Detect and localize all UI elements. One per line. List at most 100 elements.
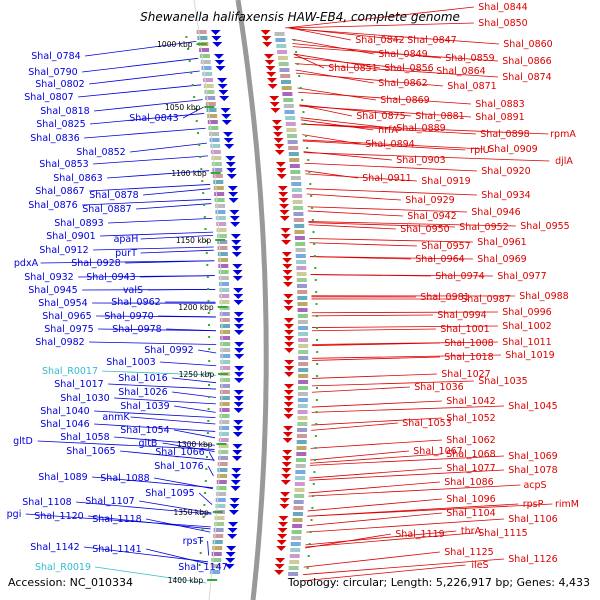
gene-label[interactable]: Shal_1062 <box>446 435 495 446</box>
gene-label[interactable]: Shal_0894 <box>365 139 414 150</box>
gene-label[interactable]: Shal_1108 <box>22 497 71 508</box>
gene-label[interactable]: Shal_0974 <box>435 271 484 282</box>
gene-label[interactable]: Shal_0996 <box>502 307 551 318</box>
gene-label[interactable]: Shal_1046 <box>40 419 89 430</box>
gene-label[interactable]: Shal_0849 <box>378 49 427 60</box>
gene-label[interactable]: Shal_0977 <box>497 271 546 282</box>
gene-label[interactable]: pgi <box>7 509 22 520</box>
gene-label[interactable]: Shal_1068 <box>446 449 495 460</box>
gene-label[interactable]: Shal_1066 <box>155 447 204 458</box>
gene-label[interactable]: Shal_0898 <box>480 129 529 140</box>
gene-label[interactable]: purT <box>115 248 137 259</box>
gene-label[interactable]: Shal_0912 <box>39 245 88 256</box>
gene-label[interactable]: Shal_0825 <box>36 119 85 130</box>
gene-label[interactable]: Shal_1118 <box>92 514 141 525</box>
gene-label[interactable]: Shal_0859 <box>445 53 494 64</box>
gene-label[interactable]: Shal_1003 <box>106 357 155 368</box>
gene-label[interactable]: Shal_0807 <box>24 92 73 103</box>
gene-label[interactable]: Shal_0871 <box>447 81 496 92</box>
gene-label[interactable]: Shal_1035 <box>478 376 527 387</box>
gene-label[interactable]: Shal_0889 <box>396 123 445 134</box>
gene-label[interactable]: Shal_1078 <box>508 465 557 476</box>
gene-label[interactable]: Shal_1016 <box>118 373 167 384</box>
gene-label[interactable]: Shal_R0019 <box>35 562 91 573</box>
gene-label[interactable]: Shal_0942 <box>407 211 456 222</box>
gene-label[interactable]: gltD <box>13 436 33 447</box>
gene-label[interactable]: Shal_0893 <box>54 218 103 229</box>
gene-label[interactable]: Shal_0946 <box>471 207 520 218</box>
gene-label[interactable]: Shal_1106 <box>508 514 557 525</box>
gene-label[interactable]: Shal_0964 <box>415 254 464 265</box>
gene-label[interactable]: Shal_0881 <box>415 111 464 122</box>
gene-label[interactable]: Shal_0911 <box>362 173 411 184</box>
gene-label[interactable]: Shal_0790 <box>28 67 77 78</box>
gene-label[interactable]: Shal_0862 <box>378 78 427 89</box>
gene-label[interactable]: Shal_0844 <box>478 2 527 13</box>
gene-label[interactable]: Shal_1088 <box>100 473 149 484</box>
gene-label[interactable]: Shal_0847 <box>407 35 456 46</box>
gene-label[interactable]: Shal_0860 <box>503 39 552 50</box>
gene-label[interactable]: Shal_1039 <box>120 401 169 412</box>
gene-label[interactable]: Shal_0851 <box>328 63 377 74</box>
gene-label[interactable]: Shal_0975 <box>44 324 93 335</box>
gene-label[interactable]: rpsT <box>183 536 204 547</box>
gene-label[interactable]: Shal_1142 <box>30 542 79 553</box>
gene-label[interactable]: Shal_1011 <box>502 337 551 348</box>
gene-label[interactable]: Shal_0850 <box>478 18 527 29</box>
gene-label[interactable]: Shal_0962 <box>111 297 160 308</box>
gene-label[interactable]: Shal_1058 <box>60 432 109 443</box>
gene-label[interactable]: Shal_1095 <box>145 488 194 499</box>
gene-label[interactable]: Shal_1052 <box>446 413 495 424</box>
gene-label[interactable]: Shal_0883 <box>475 99 524 110</box>
gene-label[interactable]: Shal_0943 <box>86 272 135 283</box>
gene-label[interactable]: Shal_1017 <box>54 379 103 390</box>
gene-label[interactable]: valS <box>123 285 143 296</box>
gene-label[interactable]: Shal_1096 <box>446 494 495 505</box>
gene-label[interactable]: rpmA <box>550 129 576 140</box>
gene-label[interactable]: Shal_1067 <box>413 446 462 457</box>
gene-label[interactable]: Shal_1076 <box>154 461 203 472</box>
gene-label[interactable]: Shal_1042 <box>446 396 495 407</box>
gene-label[interactable]: Shal_1030 <box>60 393 109 404</box>
gene-label[interactable]: Shal_0988 <box>519 291 568 302</box>
gene-label[interactable]: Shal_0901 <box>46 231 95 242</box>
gene-label[interactable]: Shal_1036 <box>414 382 463 393</box>
gene-label[interactable]: Shal_0987 <box>461 294 510 305</box>
gene-label[interactable]: Shal_0856 <box>384 63 433 74</box>
gene-label[interactable]: rpsP <box>523 499 544 510</box>
gene-label[interactable]: Shal_0843 <box>129 113 178 124</box>
gene-label[interactable]: Shal_0853 <box>39 159 88 170</box>
gene-label[interactable]: thrA <box>461 526 482 537</box>
gene-label[interactable]: Shal_0903 <box>396 155 445 166</box>
gene-label[interactable]: Shal_1018 <box>444 352 493 363</box>
gene-label[interactable]: Shal_0945 <box>28 285 77 296</box>
gene-label[interactable]: Shal_1077 <box>446 463 495 474</box>
gene-label[interactable]: Shal_1107 <box>85 496 134 507</box>
gene-label[interactable]: Shal_1026 <box>118 387 167 398</box>
gene-label[interactable]: Shal_1147 <box>178 562 227 573</box>
gene-label[interactable]: Shal_1125 <box>444 547 493 558</box>
gene-label[interactable]: Shal_0981 <box>420 292 469 303</box>
gene-label[interactable]: Shal_0866 <box>502 56 551 67</box>
gene-label[interactable]: Shal_1008 <box>444 338 493 349</box>
gene-label[interactable]: Shal_0874 <box>502 72 551 83</box>
gene-label[interactable]: Shal_1045 <box>508 401 557 412</box>
gene-label[interactable]: Shal_0836 <box>30 133 79 144</box>
gene-label[interactable]: Shal_0863 <box>53 173 102 184</box>
gene-label[interactable]: pdxA <box>14 258 39 269</box>
gene-label[interactable]: Shal_1119 <box>395 529 444 540</box>
gene-label[interactable]: Shal_0957 <box>421 241 470 252</box>
gene-label[interactable]: Shal_1040 <box>40 406 89 417</box>
gene-label[interactable]: Shal_0952 <box>459 222 508 233</box>
gene-label[interactable]: Shal_0876 <box>28 200 77 211</box>
gene-label[interactable]: Shal_1141 <box>92 544 141 555</box>
gene-label[interactable]: Shal_0950 <box>400 224 449 235</box>
gene-label[interactable]: Shal_1001 <box>440 324 489 335</box>
gene-label[interactable]: Shal_0867 <box>35 186 84 197</box>
gene-label[interactable]: Shal_1086 <box>444 477 493 488</box>
gene-label[interactable]: Shal_0955 <box>520 221 569 232</box>
gene-label[interactable]: Shal_1002 <box>502 321 551 332</box>
gene-label[interactable]: Shal_0929 <box>405 195 454 206</box>
gene-label[interactable]: acpS <box>523 480 546 491</box>
gene-label[interactable]: Shal_0784 <box>31 51 80 62</box>
